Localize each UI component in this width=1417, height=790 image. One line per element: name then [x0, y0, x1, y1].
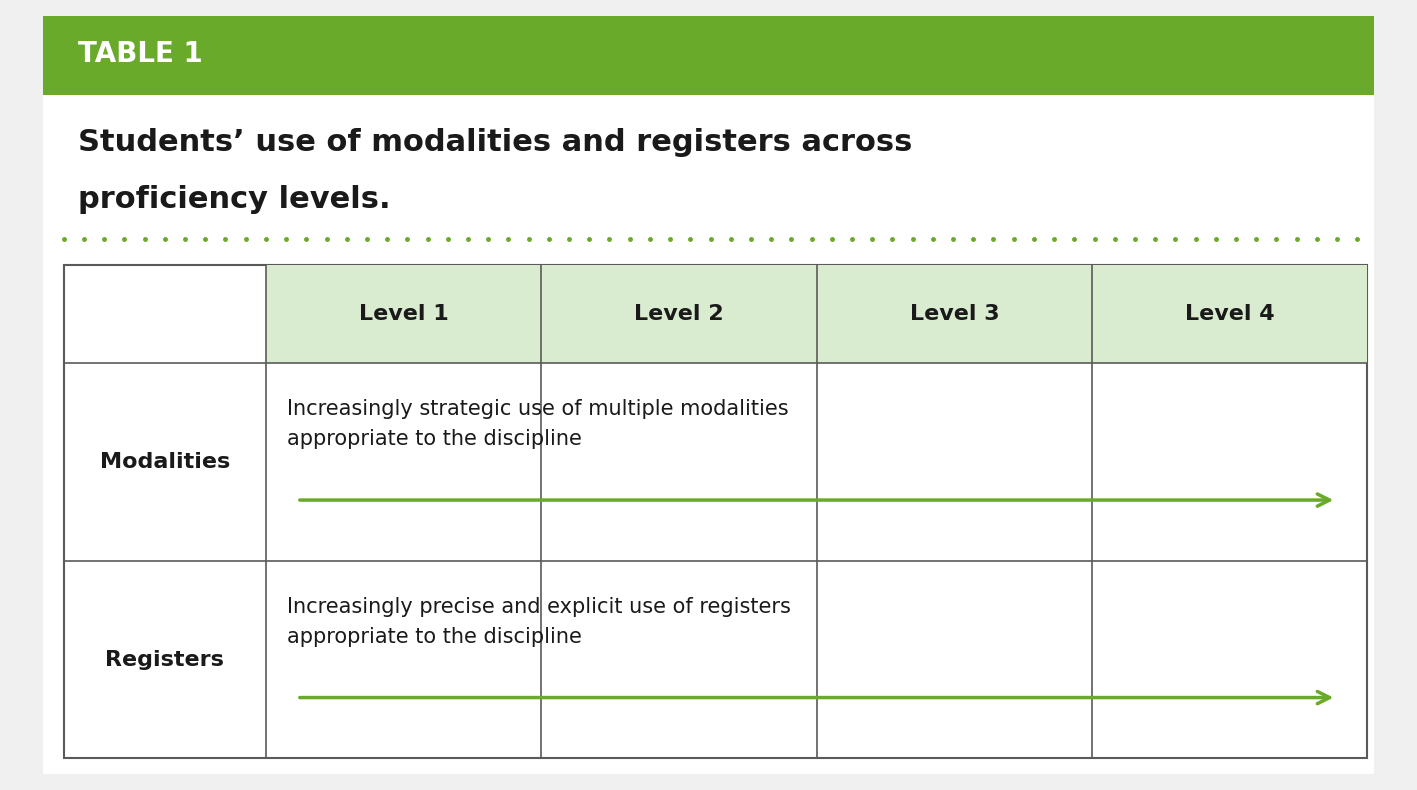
Text: Registers: Registers	[105, 649, 224, 670]
Text: proficiency levels.: proficiency levels.	[78, 185, 391, 213]
Text: Increasingly strategic use of multiple modalities
appropriate to the discipline: Increasingly strategic use of multiple m…	[288, 400, 789, 449]
Text: TABLE 1: TABLE 1	[78, 40, 203, 68]
Text: Level 1: Level 1	[359, 304, 448, 324]
FancyBboxPatch shape	[266, 265, 1367, 363]
Text: Level 2: Level 2	[635, 304, 724, 324]
FancyBboxPatch shape	[43, 95, 1374, 774]
FancyBboxPatch shape	[64, 265, 1367, 758]
Text: Increasingly precise and explicit use of registers
appropriate to the discipline: Increasingly precise and explicit use of…	[288, 597, 791, 646]
Text: Students’ use of modalities and registers across: Students’ use of modalities and register…	[78, 128, 913, 156]
Text: Level 4: Level 4	[1185, 304, 1275, 324]
FancyBboxPatch shape	[43, 16, 1374, 95]
Text: Modalities: Modalities	[99, 452, 230, 472]
Text: Level 3: Level 3	[910, 304, 999, 324]
